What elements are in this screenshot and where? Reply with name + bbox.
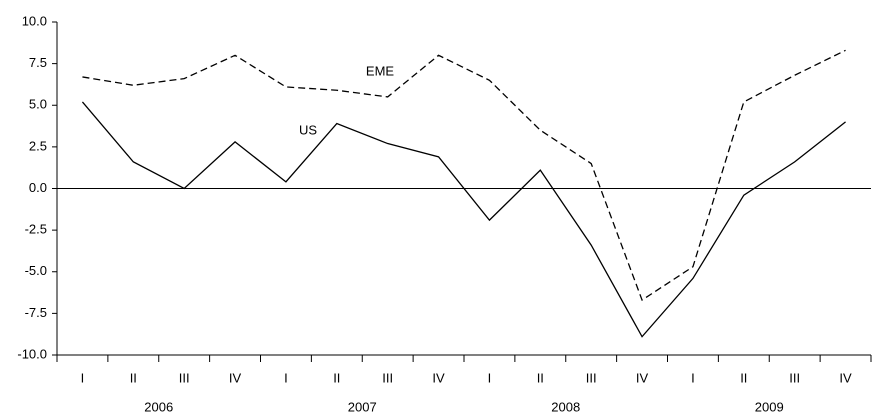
y-tick-label: 0.0 bbox=[29, 180, 47, 195]
x-group-label: 2007 bbox=[348, 399, 377, 412]
x-tick-label: IV bbox=[839, 370, 852, 385]
y-tick-label: 2.5 bbox=[29, 138, 47, 153]
x-tick-label: I bbox=[488, 370, 492, 385]
x-tick-label: I bbox=[81, 370, 85, 385]
x-tick-label: I bbox=[284, 370, 288, 385]
y-tick-label: -5.0 bbox=[25, 263, 47, 278]
y-tick-label: 10.0 bbox=[22, 13, 47, 28]
x-tick-label: I bbox=[691, 370, 695, 385]
y-tick-label: 7.5 bbox=[29, 55, 47, 70]
x-tick-label: III bbox=[179, 370, 190, 385]
x-tick-label: II bbox=[130, 370, 137, 385]
x-group-label: 2006 bbox=[144, 399, 173, 412]
x-tick-label: II bbox=[740, 370, 747, 385]
x-group-label: 2009 bbox=[755, 399, 784, 412]
series-line bbox=[82, 49, 846, 302]
y-tick-label: 5.0 bbox=[29, 97, 47, 112]
x-tick-label: II bbox=[333, 370, 340, 385]
y-tick-label: -2.5 bbox=[25, 222, 47, 237]
x-tick-label: III bbox=[586, 370, 597, 385]
y-tick-label: -10.0 bbox=[17, 346, 47, 361]
x-tick-label: IV bbox=[229, 370, 242, 385]
x-tick-label: III bbox=[789, 370, 800, 385]
series-label: EME bbox=[366, 63, 395, 78]
x-tick-label: III bbox=[382, 370, 393, 385]
x-group-label: 2008 bbox=[551, 399, 580, 412]
series-line bbox=[81, 101, 846, 338]
x-tick-label: IV bbox=[636, 370, 649, 385]
x-tick-label: II bbox=[537, 370, 544, 385]
y-tick-label: -7.5 bbox=[25, 305, 47, 320]
series-label: US bbox=[299, 122, 317, 137]
x-tick-label: IV bbox=[432, 370, 445, 385]
